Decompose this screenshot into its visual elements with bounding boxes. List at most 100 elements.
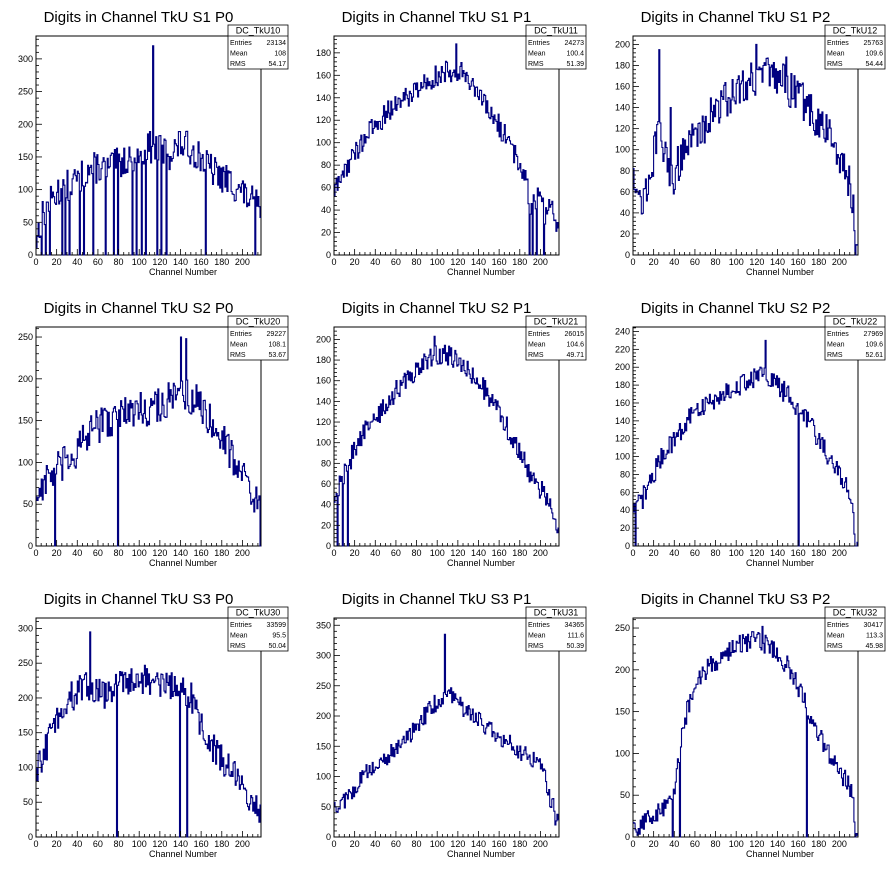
y-tick-label: 120 <box>316 115 331 125</box>
y-tick-label: 50 <box>321 802 331 812</box>
x-tick-label: 20 <box>649 257 659 267</box>
y-tick-label: 60 <box>321 479 331 489</box>
x-tick-label: 80 <box>114 257 124 267</box>
y-tick-label: 120 <box>316 417 331 427</box>
panel-title: Digits in Channel TkU S3 P1 <box>342 591 532 608</box>
x-axis-label: Channel Number <box>746 849 814 859</box>
stats-label: RMS <box>827 352 843 359</box>
x-tick-label: 60 <box>690 257 700 267</box>
y-tick-label: 0 <box>625 250 630 260</box>
histogram-panel: Digits in Channel TkU S2 P0 0 20 40 60 80 100 1… <box>18 300 289 568</box>
x-tick-label: 100 <box>430 548 445 558</box>
x-tick-label: 120 <box>152 548 167 558</box>
y-tick-label: 180 <box>316 48 331 58</box>
stats-label: Mean <box>230 633 248 640</box>
y-tick-label: 0 <box>326 832 331 842</box>
stats-value: 45.98 <box>865 643 883 650</box>
y-tick-label: 0 <box>625 832 630 842</box>
stats-label: Mean <box>827 633 845 640</box>
x-tick-label: 160 <box>791 257 806 267</box>
y-tick-label: 0 <box>28 541 33 551</box>
x-tick-label: 0 <box>33 548 38 558</box>
y-tick-label: 200 <box>316 711 331 721</box>
plot-frame <box>632 326 859 547</box>
x-tick-label: 80 <box>114 839 124 849</box>
histogram-line <box>36 336 261 547</box>
stats-name: DC_TkU31 <box>534 608 579 618</box>
stats-name: DC_TkU22 <box>833 317 878 327</box>
y-tick-label: 100 <box>615 145 630 155</box>
stats-label: RMS <box>230 643 246 650</box>
x-tick-label: 140 <box>173 548 188 558</box>
histogram-panel: Digits in Channel TkU S2 P1 0 20 40 60 80 100 1… <box>316 300 587 568</box>
x-tick-label: 0 <box>630 839 635 849</box>
y-tick-label: 140 <box>316 396 331 406</box>
x-tick-label: 0 <box>630 548 635 558</box>
stats-value: 34365 <box>565 622 585 629</box>
histogram-line <box>633 625 858 838</box>
y-tick-label: 80 <box>321 160 331 170</box>
x-tick-label: 140 <box>770 839 785 849</box>
histogram-panel: Digits in Channel TkU S1 P2 0 20 40 60 80 100 1… <box>615 9 886 277</box>
stats-name: DC_TkU12 <box>833 26 878 36</box>
y-tick-label: 0 <box>625 541 630 551</box>
y-tick-label: 50 <box>23 217 33 227</box>
x-tick-label: 60 <box>93 839 103 849</box>
x-tick-label: 180 <box>811 257 826 267</box>
y-tick-label: 160 <box>316 376 331 386</box>
x-tick-label: 180 <box>512 839 527 849</box>
histogram-panel: Digits in Channel TkU S2 P2 0 20 40 60 80 100 1… <box>615 300 886 568</box>
histogram-line <box>36 631 261 838</box>
x-tick-label: 180 <box>214 548 229 558</box>
stats-label: Entries <box>827 40 849 47</box>
stats-value: 27969 <box>864 331 884 338</box>
stats-box: DC_TkU32 Entries 30417 Mean 113.3 RMS 45.98 <box>824 606 886 652</box>
stats-value: 33599 <box>267 622 287 629</box>
histogram-line <box>36 45 261 256</box>
panel-title: Digits in Channel TkU S3 P0 <box>44 591 234 608</box>
x-tick-label: 0 <box>331 548 336 558</box>
plot-frame <box>632 617 859 838</box>
stats-value: 23134 <box>267 40 287 47</box>
x-tick-label: 100 <box>430 257 445 267</box>
x-axis-label: Channel Number <box>746 558 814 568</box>
y-tick-label: 100 <box>18 762 33 772</box>
stats-box-frame <box>824 24 886 70</box>
plot-frame <box>333 617 560 838</box>
y-tick-label: 50 <box>23 499 33 509</box>
x-tick-label: 60 <box>391 257 401 267</box>
stats-value: 54.44 <box>865 61 883 68</box>
x-tick-label: 20 <box>52 839 62 849</box>
x-tick-label: 20 <box>649 548 659 558</box>
x-tick-label: 40 <box>370 548 380 558</box>
y-tick-label: 150 <box>615 707 630 717</box>
stats-value: 51.39 <box>566 61 584 68</box>
x-tick-label: 140 <box>173 257 188 267</box>
x-tick-label: 200 <box>832 548 847 558</box>
y-tick-label: 20 <box>321 228 331 238</box>
x-tick-label: 40 <box>370 839 380 849</box>
stats-label: Entries <box>230 622 252 629</box>
y-tick-label: 200 <box>18 119 33 129</box>
plot-frame <box>333 35 560 256</box>
x-tick-label: 100 <box>430 839 445 849</box>
panel-title: Digits in Channel TkU S1 P1 <box>342 9 532 26</box>
y-tick-label: 100 <box>18 185 33 195</box>
x-tick-label: 100 <box>132 839 147 849</box>
stats-value: 50.39 <box>566 643 584 650</box>
x-tick-label: 200 <box>533 257 548 267</box>
y-tick-label: 180 <box>316 355 331 365</box>
x-tick-label: 140 <box>770 257 785 267</box>
y-tick-label: 180 <box>615 60 630 70</box>
x-tick-label: 200 <box>235 839 250 849</box>
stats-label: Entries <box>827 331 849 338</box>
stats-label: RMS <box>827 643 843 650</box>
y-tick-label: 140 <box>615 103 630 113</box>
histogram-panel: Digits in Channel TkU S1 P1 0 20 40 60 80 100 1… <box>316 9 587 277</box>
histogram-line <box>334 43 559 256</box>
plot-frame <box>632 35 859 256</box>
y-tick-label: 20 <box>620 229 630 239</box>
y-tick-label: 100 <box>316 138 331 148</box>
stats-label: RMS <box>528 643 544 650</box>
histogram-line <box>633 43 858 256</box>
